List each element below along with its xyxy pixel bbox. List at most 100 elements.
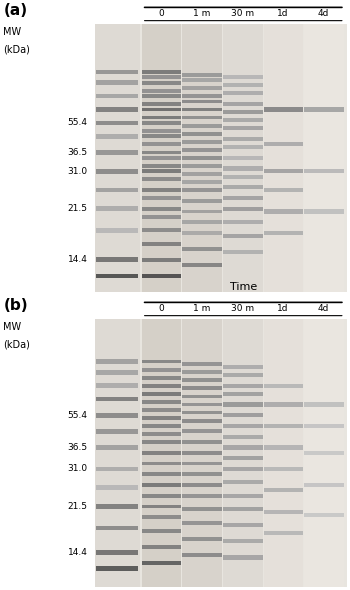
Bar (264, 24, 303, 292)
Bar (304, 169, 344, 173)
Bar (182, 553, 222, 557)
Bar (142, 483, 181, 487)
Bar (96, 550, 138, 555)
Bar (182, 507, 222, 511)
Bar (264, 107, 303, 112)
Bar (182, 395, 222, 398)
Bar (142, 400, 181, 404)
Bar (182, 419, 222, 422)
Text: (kDa): (kDa) (4, 339, 30, 349)
Bar (182, 411, 222, 414)
Bar (142, 94, 181, 98)
Bar (223, 435, 262, 439)
Bar (182, 94, 222, 98)
Text: 0: 0 (159, 304, 164, 313)
Bar (223, 250, 262, 254)
Bar (182, 247, 222, 251)
Bar (142, 494, 181, 498)
Bar (142, 70, 181, 74)
Bar (96, 384, 138, 388)
Bar (182, 263, 222, 267)
Bar (223, 196, 262, 200)
Text: 1d: 1d (278, 304, 289, 313)
Bar (223, 145, 262, 149)
Bar (96, 206, 138, 211)
Bar (142, 504, 181, 509)
Text: (a): (a) (4, 3, 28, 18)
Bar (223, 413, 262, 417)
Text: 36.5: 36.5 (67, 148, 88, 157)
Text: 0: 0 (159, 9, 164, 18)
Bar (96, 228, 138, 232)
Bar (142, 121, 181, 125)
Text: 14.4: 14.4 (68, 255, 88, 264)
Bar (304, 451, 344, 455)
Bar (142, 107, 181, 112)
Bar (223, 137, 262, 141)
Bar (142, 76, 181, 79)
Bar (304, 24, 344, 292)
Bar (223, 156, 262, 160)
Bar (223, 467, 262, 471)
Bar (223, 365, 262, 369)
Bar (264, 384, 303, 388)
Text: 1 m: 1 m (193, 9, 211, 18)
Bar (96, 504, 138, 509)
Bar (96, 134, 138, 139)
Bar (96, 413, 138, 418)
Bar (142, 473, 181, 476)
Bar (182, 78, 222, 82)
Bar (182, 172, 222, 176)
Bar (96, 150, 138, 155)
Bar (182, 124, 222, 127)
Bar (223, 456, 262, 460)
Bar (142, 116, 181, 119)
Text: (b): (b) (4, 298, 28, 313)
Bar (142, 169, 181, 173)
Bar (142, 228, 181, 232)
Bar (142, 416, 181, 420)
Bar (142, 135, 181, 138)
Bar (94, 319, 140, 587)
Bar (182, 199, 222, 203)
Bar (182, 73, 222, 77)
Bar (96, 188, 138, 192)
Bar (142, 440, 181, 444)
Bar (142, 24, 181, 292)
Bar (182, 148, 222, 152)
Bar (223, 445, 262, 450)
Bar (142, 392, 181, 396)
Bar (223, 384, 262, 388)
Bar (182, 86, 222, 90)
Bar (223, 206, 262, 211)
Bar (96, 467, 138, 471)
Bar (182, 116, 222, 119)
Bar (142, 319, 181, 587)
Bar (182, 362, 222, 366)
Bar (94, 319, 346, 587)
Bar (182, 24, 222, 292)
Bar (223, 83, 262, 87)
Bar (223, 319, 262, 587)
Bar (304, 209, 344, 214)
Text: 31.0: 31.0 (67, 167, 88, 176)
Bar (182, 473, 222, 476)
Text: 14.4: 14.4 (68, 548, 88, 556)
Text: 31.0: 31.0 (67, 464, 88, 473)
Bar (142, 188, 181, 192)
Bar (142, 545, 181, 549)
Bar (223, 402, 262, 407)
Bar (182, 107, 222, 112)
Bar (98, 254, 343, 289)
Bar (223, 118, 262, 122)
Bar (223, 234, 262, 238)
Bar (264, 231, 303, 235)
Bar (142, 196, 181, 200)
Bar (142, 150, 181, 155)
Bar (304, 424, 344, 428)
Bar (223, 539, 262, 543)
Bar (142, 207, 181, 211)
Bar (223, 555, 262, 559)
Bar (264, 467, 303, 471)
Bar (223, 102, 262, 106)
